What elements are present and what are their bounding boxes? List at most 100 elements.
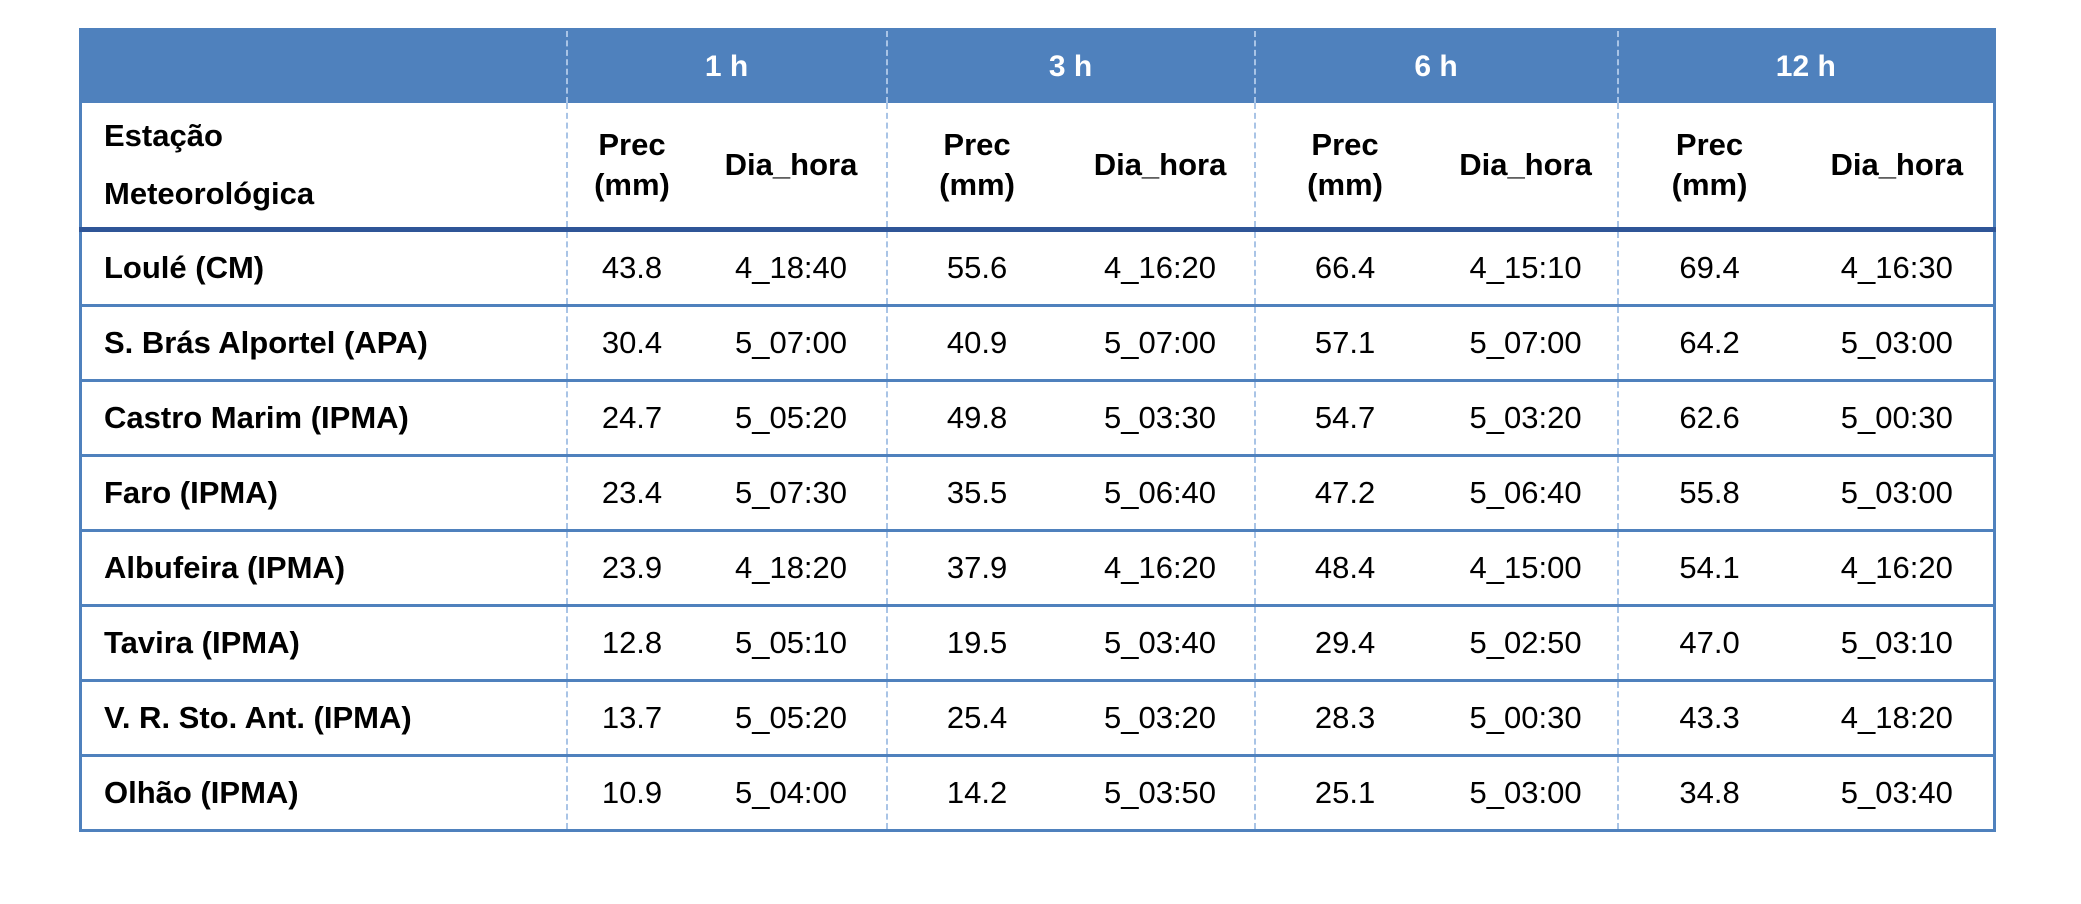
prec-header-line1: Prec xyxy=(598,127,666,162)
prec-12h-cell: 69.4 xyxy=(1616,229,1801,306)
dia-hora-1h-cell: 5_05:10 xyxy=(696,604,887,681)
prec-header-line1: Prec xyxy=(943,127,1011,162)
dia-hora-12h-cell: 5_00:30 xyxy=(1800,379,1995,456)
dia-hora-3h-cell: 5_03:20 xyxy=(1066,679,1255,756)
prec-6h-cell: 47.2 xyxy=(1253,454,1435,531)
dia-hora-3h-cell: 5_06:40 xyxy=(1066,454,1255,531)
table-row: Olhão (IPMA) 10.9 5_04:00 14.2 5_03:50 2… xyxy=(80,754,1995,831)
precipitation-table-container: 1 h 3 h 6 h 12 h Estação Meteorológica P… xyxy=(79,28,1997,832)
dia-hora-6h-cell: 5_03:00 xyxy=(1434,754,1618,831)
dia-hora-12h-cell: 5_03:40 xyxy=(1800,754,1995,831)
prec-12h-cell: 54.1 xyxy=(1616,529,1801,606)
prec-12h-cell: 47.0 xyxy=(1616,604,1801,681)
prec-1h-cell: 24.7 xyxy=(565,379,697,456)
prec-1h-cell: 13.7 xyxy=(565,679,697,756)
dia-hora-1h-cell: 5_07:00 xyxy=(696,304,887,381)
dia-hora-6h-cell: 4_15:00 xyxy=(1434,529,1618,606)
station-header-line2: Meteorológica xyxy=(104,176,315,211)
table-row: Tavira (IPMA) 12.8 5_05:10 19.5 5_03:40 … xyxy=(80,604,1995,681)
prec-3h-cell: 40.9 xyxy=(885,304,1067,381)
dia-hora-3h-cell: 5_03:30 xyxy=(1066,379,1255,456)
station-cell: Castro Marim (IPMA) xyxy=(80,379,567,456)
dia-hora-1h-cell: 5_07:30 xyxy=(696,454,887,531)
corner-header-cell xyxy=(80,29,567,103)
station-column-header: Estação Meteorológica xyxy=(80,103,567,232)
prec-6h-cell: 54.7 xyxy=(1253,379,1435,456)
station-cell: Tavira (IPMA) xyxy=(80,604,567,681)
dia-hora-12h-cell: 4_16:30 xyxy=(1840,250,1953,285)
dia-hora-1h-cell: 4_18:20 xyxy=(696,529,887,606)
prec-header-line2: (mm) xyxy=(1671,167,1748,202)
prec-3h-cell: 55.6 xyxy=(885,229,1067,306)
prec-3h-cell: 19.5 xyxy=(885,604,1067,681)
table-row: S. Brás Alportel (APA) 30.4 5_07:00 40.9… xyxy=(80,304,1995,381)
dia-hora-1h-cell: 5_05:20 xyxy=(696,679,887,756)
prec-12h-cell: 64.2 xyxy=(1616,304,1801,381)
table-row: Loulé (CM) 43.8 4_18:40 55.6 4_16:20 66.… xyxy=(81,229,1995,306)
prec-12h-cell: 34.8 xyxy=(1616,754,1801,831)
station-cell: Loulé (CM) xyxy=(104,250,265,285)
dia-hora-12h-cell: 5_03:00 xyxy=(1800,454,1995,531)
dia-hora-header: Dia_hora xyxy=(1800,103,1995,232)
station-cell: Olhão (IPMA) xyxy=(80,754,567,831)
table-row: Albufeira (IPMA) 23.9 4_18:20 37.9 4_16:… xyxy=(80,529,1995,606)
prec-header-line1: Prec xyxy=(1311,127,1379,162)
prec-3h-cell: 35.5 xyxy=(885,454,1067,531)
dia-hora-6h-cell: 5_07:00 xyxy=(1434,304,1618,381)
dia-hora-12h-cell: 4_18:20 xyxy=(1800,679,1995,756)
dia-hora-12h-cell: 5_03:00 xyxy=(1800,304,1995,381)
dia-hora-6h-cell: 4_15:10 xyxy=(1469,250,1582,285)
prec-header-line2: (mm) xyxy=(1307,167,1383,202)
dia-hora-1h-cell: 5_05:20 xyxy=(696,379,887,456)
column-header-row: Estação Meteorológica Prec (mm) Dia_hora… xyxy=(80,103,1995,232)
dia-hora-3h-cell: 4_16:20 xyxy=(1066,529,1255,606)
prec-6h-cell: 28.3 xyxy=(1253,679,1435,756)
prec-3h-cell: 49.8 xyxy=(885,379,1067,456)
table-row: Castro Marim (IPMA) 24.7 5_05:20 49.8 5_… xyxy=(80,379,1995,456)
dia-hora-3h-cell: 5_03:50 xyxy=(1066,754,1255,831)
station-header-line1: Estação xyxy=(104,118,223,153)
dia-hora-6h-cell: 5_02:50 xyxy=(1434,604,1618,681)
dia-hora-header: Dia_hora xyxy=(696,103,887,232)
prec-12h-cell: 43.3 xyxy=(1616,679,1801,756)
prec-6h-cell: 29.4 xyxy=(1253,604,1435,681)
dia-hora-12h-cell: 5_03:10 xyxy=(1800,604,1995,681)
prec-12h-cell: 55.8 xyxy=(1616,454,1801,531)
dia-hora-3h-cell: 5_03:40 xyxy=(1066,604,1255,681)
dia-hora-1h-cell: 4_18:40 xyxy=(734,250,848,285)
duration-header-6h: 6 h xyxy=(1253,29,1618,103)
dia-hora-3h-cell: 4_16:20 xyxy=(1103,250,1217,285)
prec-1h-cell: 23.9 xyxy=(565,529,697,606)
prec-3h-cell: 14.2 xyxy=(885,754,1067,831)
prec-6h-cell: 25.1 xyxy=(1253,754,1435,831)
prec-1h-cell: 30.4 xyxy=(565,304,697,381)
prec-header: Prec (mm) xyxy=(565,103,697,232)
station-cell: V. R. Sto. Ant. (IPMA) xyxy=(80,679,567,756)
table-row: Faro (IPMA) 23.4 5_07:30 35.5 5_06:40 47… xyxy=(80,454,1995,531)
prec-6h-cell: 57.1 xyxy=(1253,304,1435,381)
prec-header: Prec (mm) xyxy=(1253,103,1435,232)
duration-header-3h: 3 h xyxy=(885,29,1255,103)
dia-hora-12h-cell: 4_16:20 xyxy=(1800,529,1995,606)
dia-hora-6h-cell: 5_03:20 xyxy=(1434,379,1618,456)
dia-hora-3h-cell: 5_07:00 xyxy=(1066,304,1255,381)
prec-1h-cell: 10.9 xyxy=(565,754,697,831)
dia-hora-6h-cell: 5_06:40 xyxy=(1434,454,1618,531)
prec-6h-cell: 66.4 xyxy=(1253,229,1435,306)
prec-header-line2: (mm) xyxy=(594,167,670,202)
prec-header: Prec (mm) xyxy=(885,103,1067,232)
dia-hora-1h-cell: 5_04:00 xyxy=(696,754,887,831)
prec-1h-cell: 43.8 xyxy=(565,229,697,306)
prec-6h-cell: 48.4 xyxy=(1253,529,1435,606)
dia-hora-6h-cell: 5_00:30 xyxy=(1434,679,1618,756)
station-cell: S. Brás Alportel (APA) xyxy=(80,304,567,381)
dia-hora-header: Dia_hora xyxy=(1434,103,1618,232)
duration-header-row: 1 h 3 h 6 h 12 h xyxy=(80,29,1995,103)
prec-1h-cell: 12.8 xyxy=(565,604,697,681)
station-cell: Albufeira (IPMA) xyxy=(80,529,567,606)
prec-1h-cell: 23.4 xyxy=(565,454,697,531)
precipitation-table: 1 h 3 h 6 h 12 h Estação Meteorológica P… xyxy=(79,28,1997,832)
table-row: V. R. Sto. Ant. (IPMA) 13.7 5_05:20 25.4… xyxy=(80,679,1995,756)
prec-header: Prec (mm) xyxy=(1616,103,1801,232)
dia-hora-header: Dia_hora xyxy=(1066,103,1255,232)
